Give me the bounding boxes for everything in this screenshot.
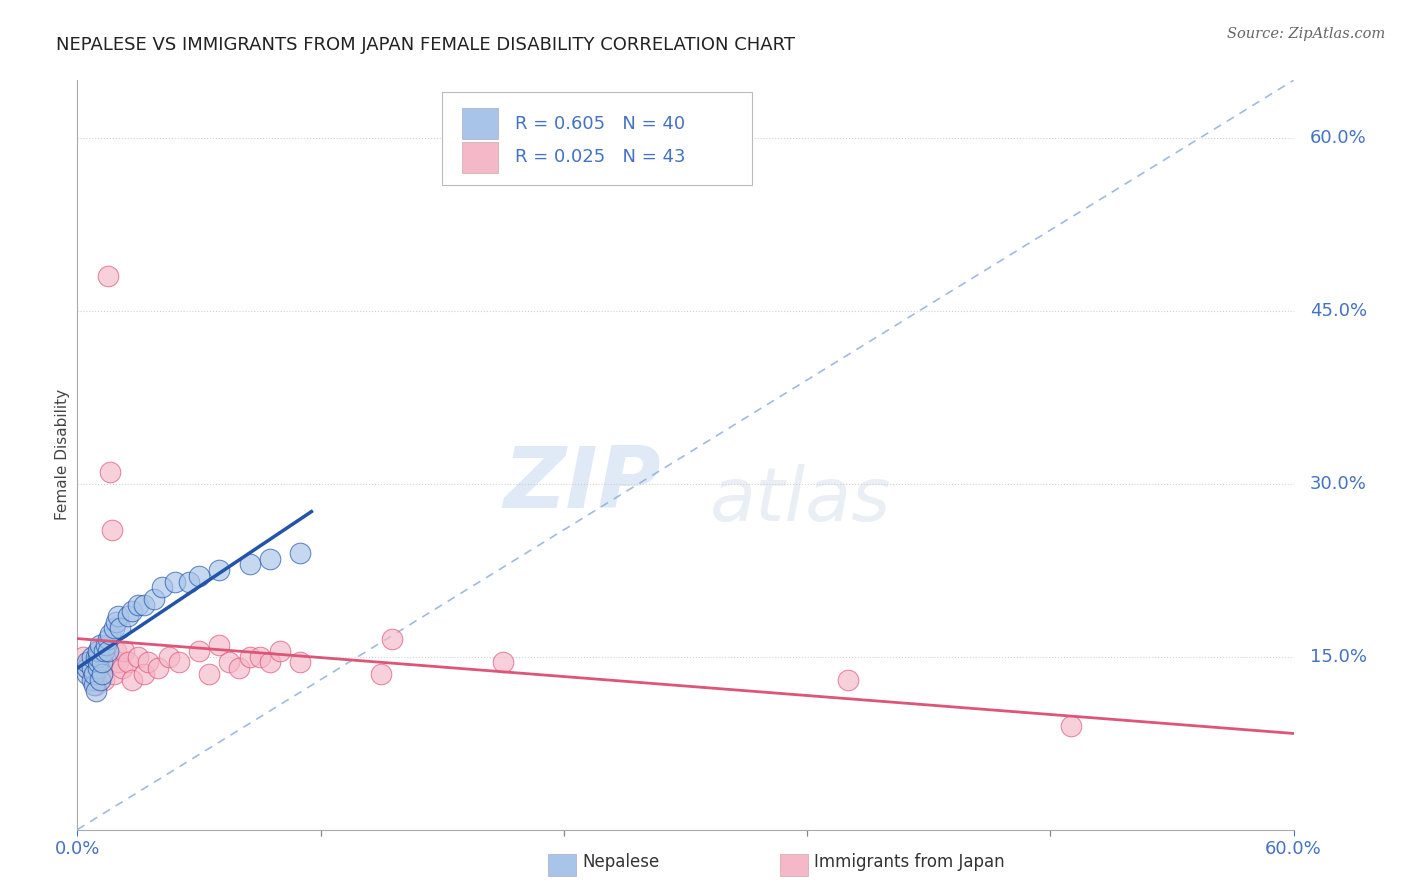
- Point: [239, 558, 262, 572]
- Point: [83, 678, 105, 692]
- Text: NEPALESE VS IMMIGRANTS FROM JAPAN FEMALE DISABILITY CORRELATION CHART: NEPALESE VS IMMIGRANTS FROM JAPAN FEMALE…: [56, 36, 796, 54]
- Point: [86, 644, 108, 658]
- Point: [90, 667, 112, 681]
- Point: [259, 656, 281, 670]
- Point: [80, 673, 103, 687]
- Point: [380, 632, 402, 647]
- Point: [290, 546, 312, 560]
- Point: [103, 621, 125, 635]
- Point: [239, 649, 262, 664]
- Point: [188, 569, 211, 583]
- Point: [163, 574, 186, 589]
- Point: [152, 581, 174, 595]
- Point: [103, 667, 125, 681]
- Point: [208, 638, 231, 652]
- Point: [208, 563, 231, 577]
- Point: [89, 638, 111, 652]
- Point: [98, 465, 121, 479]
- Text: R = 0.605   N = 40: R = 0.605 N = 40: [515, 115, 685, 133]
- Text: ZIP: ZIP: [503, 443, 661, 526]
- Point: [104, 644, 127, 658]
- Point: [111, 661, 134, 675]
- Point: [98, 626, 121, 640]
- Point: [1059, 719, 1081, 733]
- Point: [84, 649, 107, 664]
- Text: Immigrants from Japan: Immigrants from Japan: [814, 854, 1005, 871]
- Point: [136, 656, 159, 670]
- Point: [127, 598, 149, 612]
- FancyBboxPatch shape: [441, 92, 752, 186]
- Point: [93, 673, 115, 687]
- Point: [134, 667, 156, 681]
- Text: atlas: atlas: [710, 464, 891, 536]
- Point: [107, 656, 129, 670]
- Point: [370, 667, 392, 681]
- Point: [84, 678, 107, 692]
- Point: [112, 644, 135, 658]
- Point: [143, 592, 166, 607]
- Point: [97, 632, 120, 647]
- Point: [188, 644, 211, 658]
- Point: [83, 673, 105, 687]
- Point: [198, 667, 221, 681]
- Point: [97, 644, 120, 658]
- Point: [84, 684, 107, 698]
- Point: [290, 656, 312, 670]
- Point: [86, 649, 108, 664]
- Text: Nepalese: Nepalese: [582, 854, 659, 871]
- Point: [117, 609, 139, 624]
- Point: [86, 656, 108, 670]
- Point: [86, 656, 108, 670]
- Point: [228, 661, 250, 675]
- Y-axis label: Female Disability: Female Disability: [55, 389, 70, 521]
- Point: [249, 649, 271, 664]
- Point: [76, 661, 98, 675]
- Point: [117, 656, 139, 670]
- Point: [76, 661, 98, 675]
- Point: [108, 621, 131, 635]
- Text: Source: ZipAtlas.com: Source: ZipAtlas.com: [1226, 27, 1385, 41]
- Point: [492, 656, 515, 670]
- Point: [167, 656, 190, 670]
- Point: [80, 661, 103, 675]
- Point: [93, 644, 115, 658]
- Point: [89, 661, 111, 675]
- Point: [97, 269, 120, 284]
- Point: [94, 649, 117, 664]
- Text: 45.0%: 45.0%: [1310, 301, 1367, 320]
- Point: [218, 656, 240, 670]
- Point: [79, 656, 101, 670]
- Point: [86, 644, 108, 658]
- Point: [90, 667, 112, 681]
- Point: [134, 598, 156, 612]
- Point: [259, 551, 281, 566]
- Point: [80, 667, 103, 681]
- Point: [837, 673, 859, 687]
- Point: [76, 656, 98, 670]
- Point: [121, 603, 143, 617]
- FancyBboxPatch shape: [461, 142, 498, 173]
- Point: [121, 673, 143, 687]
- Point: [127, 649, 149, 664]
- Point: [86, 661, 108, 675]
- Point: [76, 667, 98, 681]
- Text: 15.0%: 15.0%: [1310, 648, 1367, 665]
- Text: R = 0.025   N = 43: R = 0.025 N = 43: [515, 148, 686, 167]
- FancyBboxPatch shape: [461, 108, 498, 139]
- Point: [101, 523, 124, 537]
- Point: [94, 638, 117, 652]
- Point: [80, 649, 103, 664]
- Text: 60.0%: 60.0%: [1310, 129, 1367, 147]
- Point: [89, 673, 111, 687]
- Point: [157, 649, 180, 664]
- Point: [72, 649, 94, 664]
- Point: [107, 609, 129, 624]
- Point: [90, 656, 112, 670]
- Point: [148, 661, 170, 675]
- Point: [104, 615, 127, 629]
- Point: [83, 667, 105, 681]
- Point: [177, 574, 200, 589]
- Text: 30.0%: 30.0%: [1310, 475, 1367, 492]
- Point: [269, 644, 291, 658]
